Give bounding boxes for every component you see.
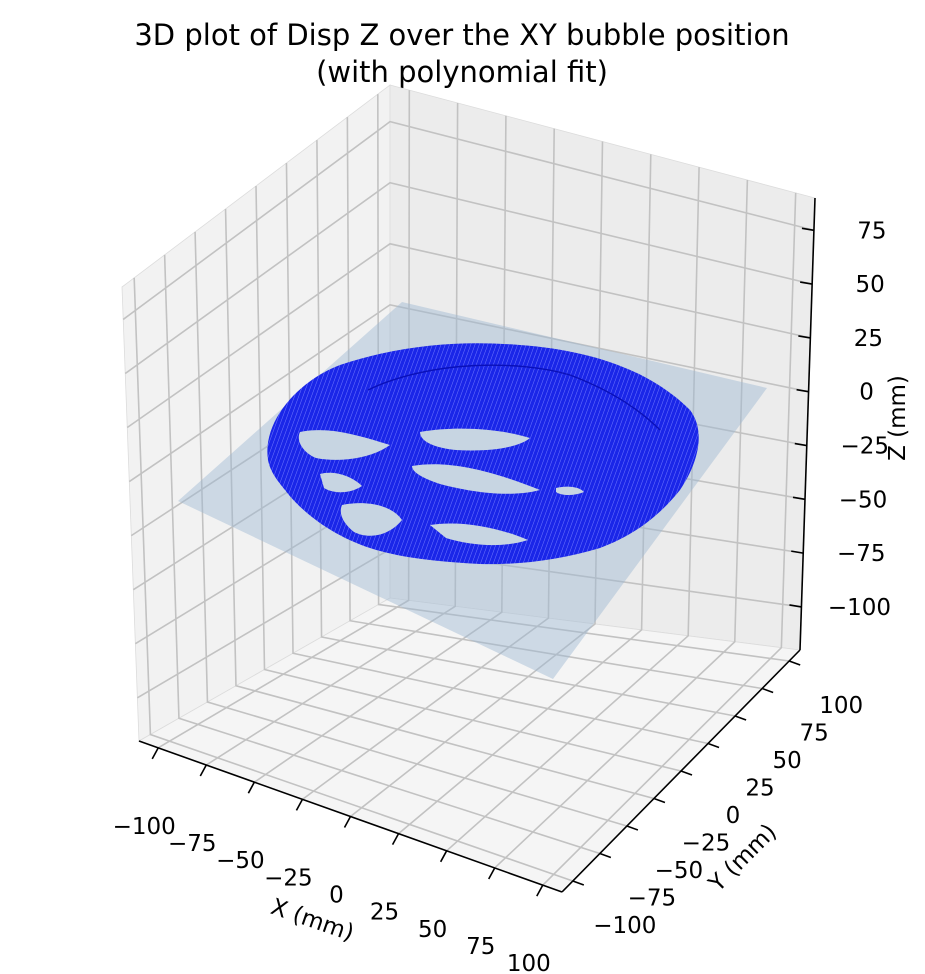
y-tick-label: 0 [726, 803, 741, 829]
z-ticks: −100 −75 −50 −25 0 25 50 75 [789, 218, 891, 621]
x-tick-mark [488, 867, 496, 880]
z-tick-mark [798, 335, 811, 339]
y-tick-label: −25 [682, 831, 731, 857]
grid-line-x [205, 102, 459, 766]
x-tick-label: −75 [168, 831, 217, 857]
x-tick-mark [151, 747, 159, 760]
y-tick-mark [680, 770, 693, 776]
x-tick-label: 75 [466, 934, 495, 960]
grid-line-y [346, 117, 763, 690]
y-tick-mark [707, 742, 720, 749]
measured-surface [267, 343, 699, 565]
x-tick-mark [439, 850, 448, 863]
grid-line-x [157, 90, 411, 749]
z-tick-label: −50 [839, 487, 888, 513]
z-tick-label: −100 [828, 595, 891, 621]
z-tick-mark [796, 388, 809, 393]
grid-line-x [494, 180, 749, 869]
grid-line-z [128, 304, 809, 483]
x-tick-mark [199, 764, 207, 777]
x-tick-label: 25 [370, 900, 399, 926]
x-tick-label: −100 [113, 814, 176, 840]
x-tick-label: −25 [264, 865, 313, 891]
grid-line-y [255, 185, 682, 772]
grid-line-x [301, 128, 556, 800]
chart-title-line2: (with polynomial fit) [316, 55, 608, 89]
grid-line-y [285, 163, 709, 745]
z-tick-label: 0 [859, 380, 874, 406]
x-tick-mark [295, 798, 304, 811]
x-tick-mark [343, 816, 352, 828]
grid-line-y [194, 231, 628, 827]
grid-line-x [542, 192, 797, 886]
x-tick-mark [391, 833, 400, 846]
y-tick-label: −75 [628, 886, 677, 912]
x-tick-label: 0 [329, 883, 344, 909]
y-tick-label: 50 [772, 748, 801, 774]
y-tick-label: −50 [655, 858, 704, 884]
grid-line-x [398, 154, 652, 835]
z-axis-line [799, 197, 816, 651]
grid-line-x [446, 167, 700, 852]
x-tick-mark [247, 781, 256, 794]
grid-line-z [126, 242, 811, 429]
z-tick-label: 25 [854, 326, 883, 352]
y-tick-mark [788, 660, 801, 666]
z-tick-label: −25 [841, 434, 890, 460]
y-tick-label: 25 [745, 776, 774, 802]
chart-title-line1: 3D plot of Disp Z over the XY bubble pos… [134, 18, 789, 52]
x-tick-label: 100 [507, 951, 551, 974]
z-tick-mark [791, 550, 804, 554]
z-tick-mark [801, 227, 815, 232]
z-tick-mark [800, 281, 813, 285]
y-tick-mark [761, 687, 774, 694]
z-tick-label: 75 [857, 218, 886, 244]
grid-line-y [133, 277, 574, 882]
measured-gaps [298, 428, 584, 546]
measured-ridge-line [367, 364, 661, 431]
x-tick-mark [536, 884, 544, 897]
z-tick-mark [789, 604, 802, 608]
grid-line-x [350, 141, 604, 818]
x-tick-label: 50 [418, 917, 447, 943]
y-tick-mark [626, 825, 639, 831]
y-tick-label: 100 [819, 693, 863, 719]
x-tick-label: −50 [216, 848, 265, 874]
z-tick-mark [792, 496, 806, 501]
grid-line-y [163, 254, 601, 855]
grid-line-z [122, 120, 815, 321]
y-tick-mark [572, 880, 585, 886]
grid-line-y [316, 140, 736, 717]
z-tick-mark [794, 442, 807, 447]
y-tick-mark [599, 852, 612, 859]
grid-line-x [253, 115, 507, 783]
z-tick-label: 50 [856, 272, 885, 298]
z-tick-label: −75 [837, 541, 886, 567]
y-tick-label: −100 [593, 913, 656, 939]
grid-line-y [377, 94, 790, 662]
x-ticks: −100−75−50−25 0 25 50 75 100 [113, 747, 551, 974]
y-tick-mark [734, 715, 747, 721]
z-axis-label: Z (mm) [885, 375, 911, 461]
y-tick-label: 75 [799, 721, 828, 747]
grid-line-z [124, 181, 813, 375]
y-tick-mark [653, 797, 666, 804]
grid-line-y [224, 208, 655, 800]
